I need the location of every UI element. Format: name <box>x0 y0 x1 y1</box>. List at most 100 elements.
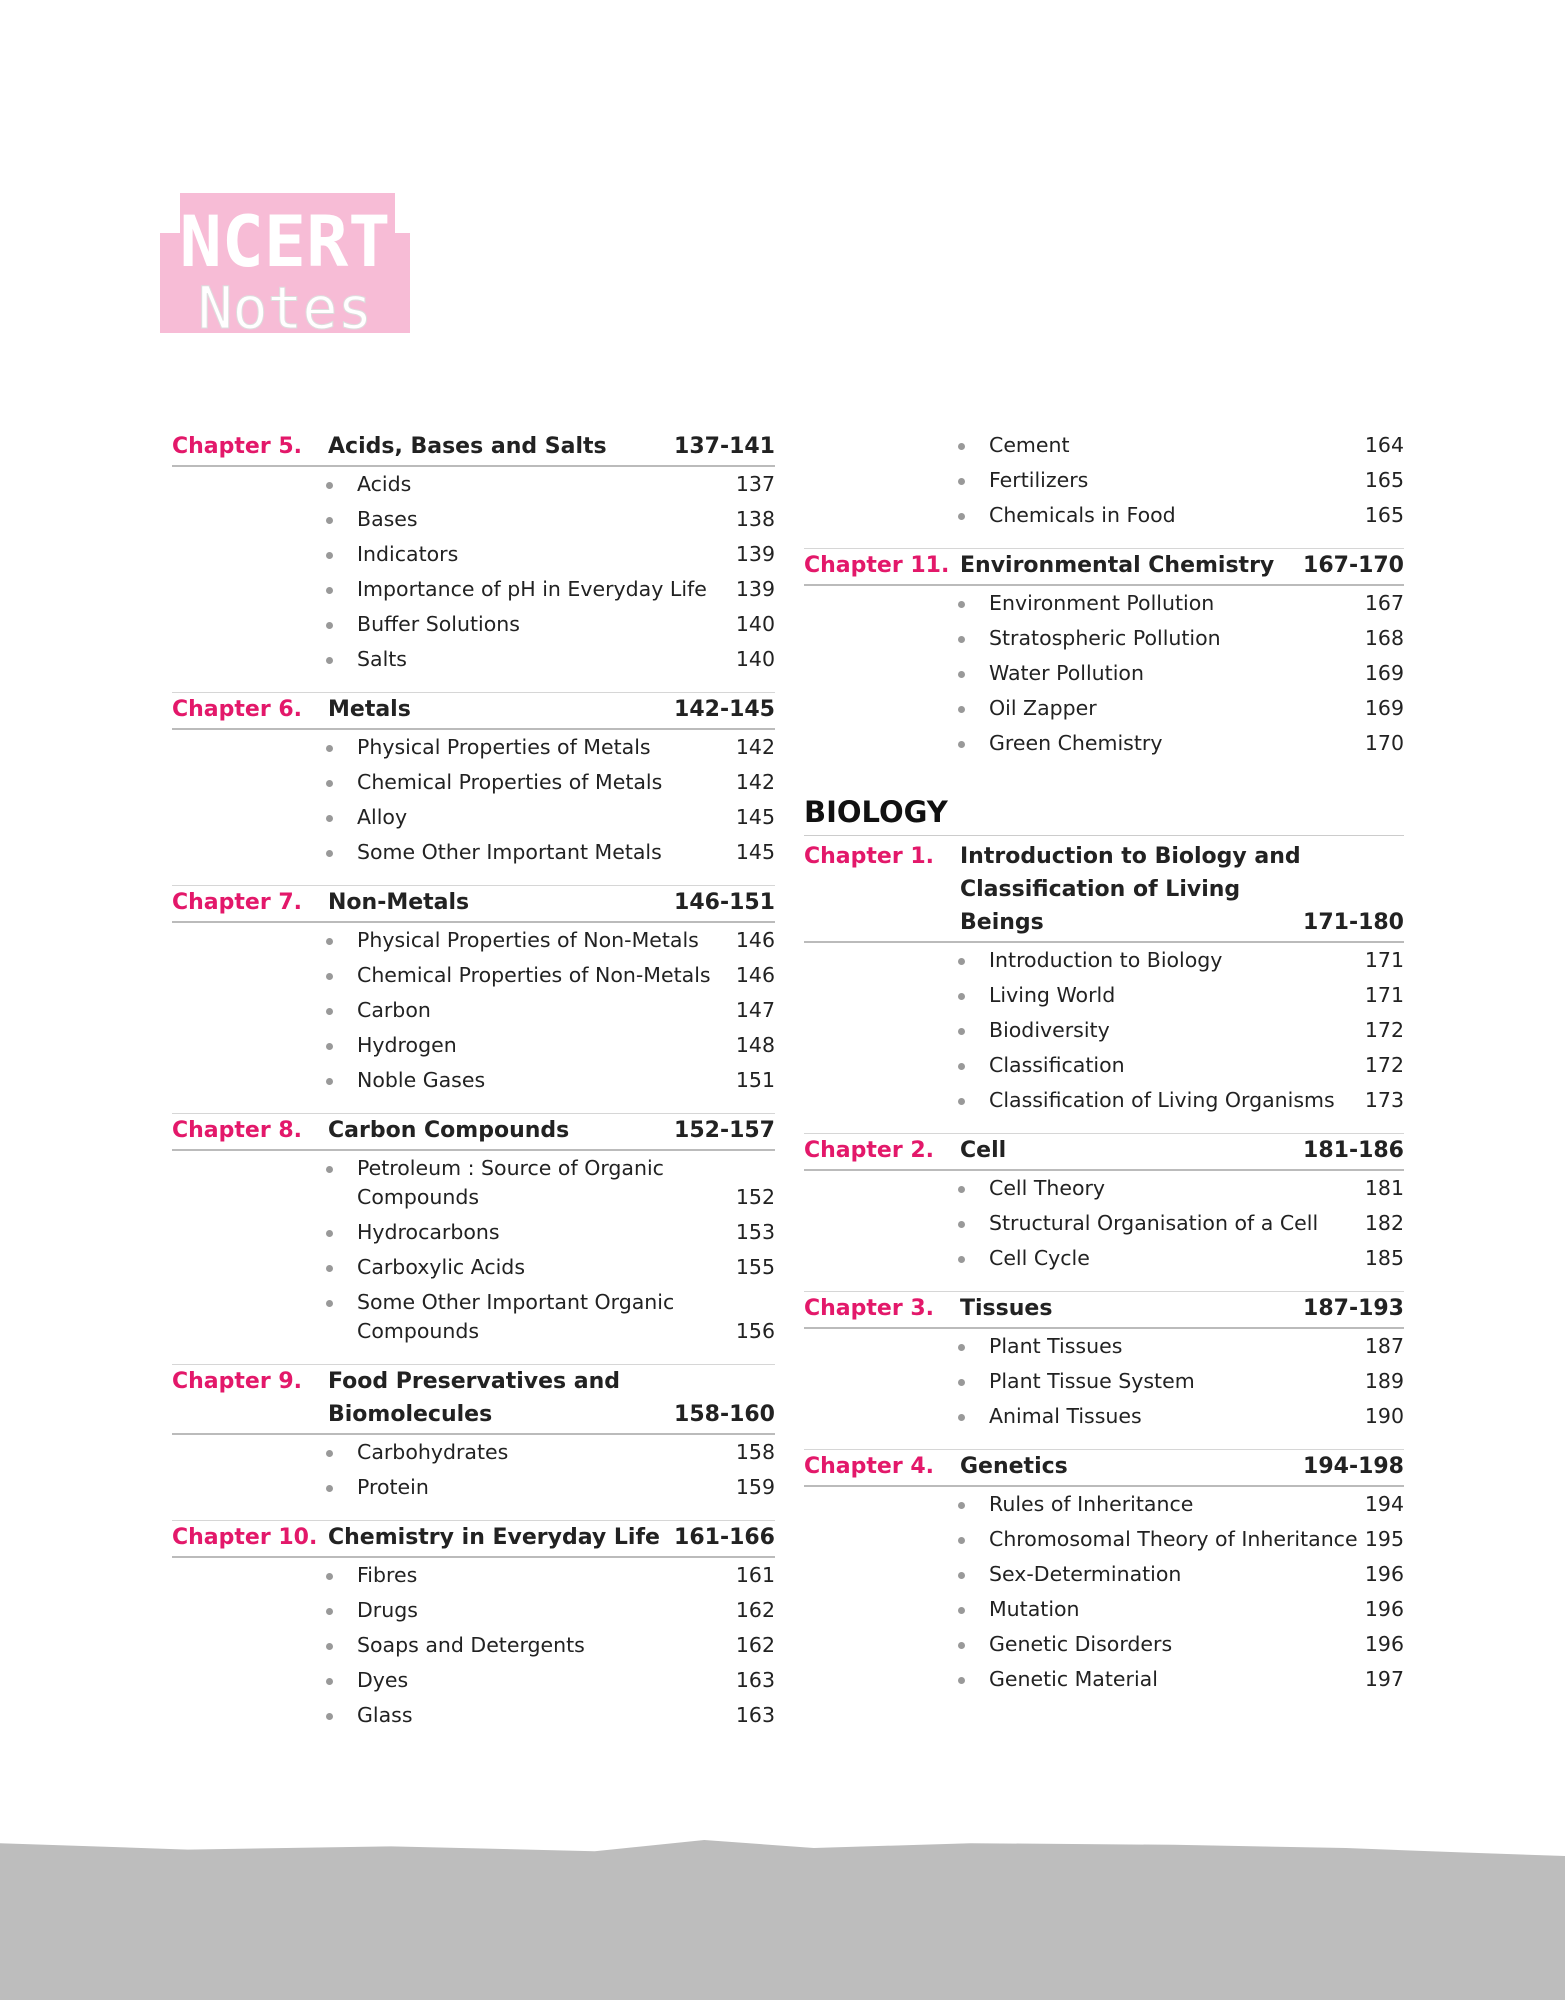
item-page: 189 <box>1364 1369 1404 1393</box>
toc-item: Protein 159 <box>172 1470 775 1505</box>
ncert-notes-logo: NCERT Notes <box>160 193 410 343</box>
item-title: Cell Cycle <box>989 1246 1090 1270</box>
chapter-pages: 167-170 <box>1303 553 1404 578</box>
bullet-icon <box>172 505 333 534</box>
item-page: 140 <box>735 612 775 636</box>
item-title: Environment Pollution <box>989 591 1215 615</box>
chapter-header: Chapter 11. Environmental Chemistry 167-17… <box>804 548 1404 586</box>
chapter-pages: 158-160 <box>674 1402 775 1427</box>
bullet-icon <box>172 610 333 639</box>
bullet-icon <box>804 501 965 530</box>
toc-item: Cement 164 <box>804 428 1404 463</box>
chapter-header: Chapter 6. Metals 142-145 <box>172 692 775 730</box>
toc-item: Living World 171 <box>804 978 1404 1013</box>
bullet-icon <box>172 1218 333 1247</box>
bullet-icon <box>804 1490 965 1519</box>
bullet-icon <box>804 1595 965 1624</box>
toc-item: Soaps and Detergents 162 <box>172 1628 775 1663</box>
item-title: Biodiversity <box>989 1018 1110 1042</box>
toc-item: Biodiversity 172 <box>804 1013 1404 1048</box>
item-title: Indicators <box>357 542 459 566</box>
item-page: 182 <box>1364 1211 1404 1235</box>
toc-item: Environment Pollution 167 <box>804 586 1404 621</box>
chapter-label: Chapter 4. <box>804 1454 935 1479</box>
item-page: 156 <box>735 1319 775 1343</box>
bullet-icon <box>804 1402 965 1431</box>
item-title: Importance of pH in Everyday Life <box>357 577 707 601</box>
item-title: Structural Organisation of a Cell <box>989 1211 1319 1235</box>
toc-item: Cell Theory 181 <box>804 1171 1404 1206</box>
item-page: 171 <box>1364 983 1404 1007</box>
item-title: Carbohydrates <box>357 1440 509 1464</box>
toc-item: Some Other Important Metals 145 <box>172 835 775 870</box>
bullet-icon <box>804 659 965 688</box>
bullet-icon <box>172 926 333 955</box>
item-title: Protein <box>357 1475 429 1499</box>
chapter-pages: 152-157 <box>674 1118 775 1143</box>
toc-item: Green Chemistry 170 <box>804 726 1404 761</box>
toc-item: Cell Cycle 185 <box>804 1241 1404 1276</box>
item-page: 146 <box>735 928 775 952</box>
toc-item: Chromosomal Theory of Inheritance 195 <box>804 1522 1404 1557</box>
item-page: 172 <box>1364 1018 1404 1042</box>
bullet-icon <box>172 1631 333 1660</box>
toc-item: Water Pollution 169 <box>804 656 1404 691</box>
item-title: Introduction to Biology <box>989 948 1223 972</box>
item-title: Chemical Properties of Metals <box>357 770 663 794</box>
chapter-pages: 171-180 <box>1303 910 1404 935</box>
bullet-icon <box>172 1561 333 1590</box>
toc-item: Fibres 161 <box>172 1558 775 1593</box>
toc-item: Acids 137 <box>172 467 775 502</box>
bullet-icon <box>804 729 965 758</box>
chapter-pages: 194-198 <box>1303 1454 1404 1479</box>
toc-item: Plant Tissue System 189 <box>804 1364 1404 1399</box>
toc-item: Hydrogen 148 <box>172 1028 775 1063</box>
item-title: Carboxylic Acids <box>357 1255 525 1279</box>
item-title: Cement <box>989 433 1070 457</box>
item-title: Some Other Important Organic Compounds <box>357 1290 675 1343</box>
item-title: Fertilizers <box>989 468 1089 492</box>
chapter-title: Carbon Compounds <box>328 1118 570 1143</box>
item-page: 187 <box>1364 1334 1404 1358</box>
toc-item: Genetic Material 197 <box>804 1662 1404 1697</box>
toc-item: Petroleum : Source of Organic Compounds 1… <box>172 1151 775 1215</box>
chapter-header: Chapter 10. Chemistry in Everyday Life 161… <box>172 1520 775 1558</box>
toc-item: Sex-Determination 196 <box>804 1557 1404 1592</box>
item-title: Plant Tissue System <box>989 1369 1195 1393</box>
item-page: 161 <box>735 1563 775 1587</box>
item-title: Living World <box>989 983 1116 1007</box>
item-title: Bases <box>357 507 418 531</box>
toc-item: Importance of pH in Everyday Life 139 <box>172 572 775 607</box>
toc-item: Some Other Important Organic Compounds 15… <box>172 1285 775 1349</box>
bottom-torn-band <box>0 1840 1565 2000</box>
item-title: Green Chemistry <box>989 731 1163 755</box>
item-title: Chemicals in Food <box>989 503 1176 527</box>
chapter-header: Chapter 1. Introduction to Biology and Cl… <box>804 840 1404 943</box>
item-page: 169 <box>1364 661 1404 685</box>
bullet-icon <box>172 838 333 867</box>
item-title: Alloy <box>357 805 408 829</box>
item-page: 173 <box>1364 1088 1404 1112</box>
bullet-icon <box>172 1596 333 1625</box>
item-page: 142 <box>735 770 775 794</box>
bullet-icon <box>804 466 965 495</box>
bullet-icon <box>804 589 965 618</box>
item-title: Dyes <box>357 1668 409 1692</box>
bullet-icon <box>804 1016 965 1045</box>
chapter-header: Chapter 2. Cell 181-186 <box>804 1133 1404 1171</box>
toc-item: Fertilizers 165 <box>804 463 1404 498</box>
item-page: 163 <box>735 1668 775 1692</box>
item-page: 151 <box>735 1068 775 1092</box>
chapter-title: Genetics <box>960 1454 1068 1479</box>
toc-item: Genetic Disorders 196 <box>804 1627 1404 1662</box>
chapter-pages: 137-141 <box>674 434 775 459</box>
toc-item: Introduction to Biology 171 <box>804 943 1404 978</box>
item-page: 155 <box>735 1255 775 1279</box>
toc-item: Classification 172 <box>804 1048 1404 1083</box>
bullet-icon <box>172 540 333 569</box>
item-title: Stratospheric Pollution <box>989 626 1221 650</box>
toc-item: Bases 138 <box>172 502 775 537</box>
item-page: 142 <box>735 735 775 759</box>
item-page: 152 <box>735 1185 775 1209</box>
item-page: 153 <box>735 1220 775 1244</box>
